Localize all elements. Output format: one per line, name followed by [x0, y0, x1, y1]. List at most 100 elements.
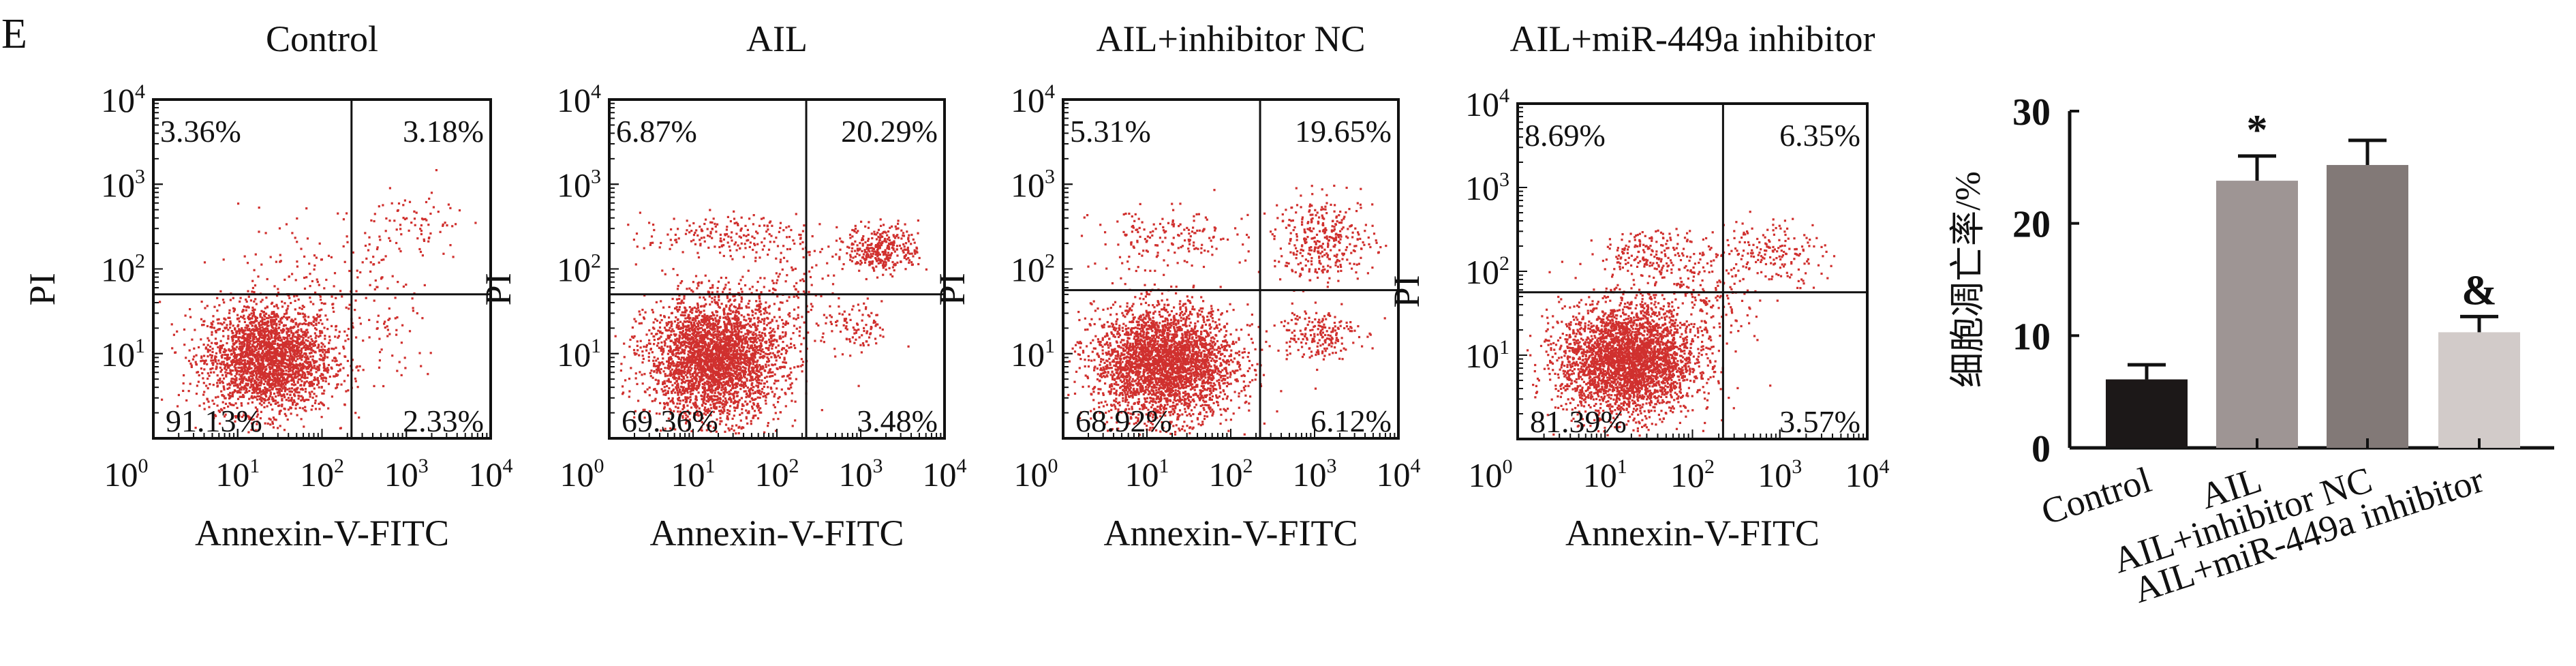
- data-point: [324, 351, 327, 354]
- data-point: [260, 359, 262, 361]
- data-point: [224, 402, 228, 405]
- data-point: [246, 391, 249, 393]
- data-point: [303, 381, 306, 384]
- data-point: [282, 354, 285, 357]
- data-point: [264, 422, 266, 425]
- data-point: [203, 360, 206, 363]
- data-point: [297, 349, 300, 352]
- data-point: [354, 377, 356, 380]
- data-point: [184, 314, 187, 317]
- data-point: [688, 387, 690, 391]
- data-point: [335, 329, 337, 331]
- data-point: [206, 377, 209, 380]
- data-point: [288, 350, 291, 352]
- data-point: [701, 382, 704, 385]
- data-point: [314, 378, 317, 381]
- data-point: [773, 406, 776, 408]
- data-point: [187, 390, 190, 393]
- data-point: [323, 327, 326, 329]
- data-point: [258, 369, 261, 372]
- data-point: [273, 348, 276, 350]
- data-point: [236, 317, 239, 320]
- data-point: [253, 370, 256, 373]
- data-point: [278, 391, 281, 393]
- data-point: [275, 322, 278, 325]
- data-point: [686, 359, 688, 361]
- data-point: [255, 348, 258, 351]
- data-point: [402, 285, 405, 288]
- data-point: [335, 324, 338, 327]
- data-point: [261, 322, 264, 324]
- data-point: [380, 258, 383, 261]
- data-point: [309, 393, 311, 395]
- data-point: [288, 345, 290, 348]
- data-point: [765, 365, 767, 368]
- data-point: [292, 320, 294, 322]
- data-point: [275, 419, 277, 421]
- data-point: [285, 346, 288, 348]
- data-point: [346, 359, 349, 363]
- data-point: [277, 288, 279, 290]
- data-point: [232, 310, 235, 313]
- data-point: [307, 367, 309, 370]
- data-point: [238, 332, 241, 335]
- data-point: [249, 357, 251, 360]
- data-point: [189, 308, 191, 311]
- data-point: [735, 376, 738, 379]
- data-point: [710, 407, 713, 410]
- data-point: [237, 353, 240, 356]
- data-point: [275, 381, 277, 384]
- data-point: [279, 367, 282, 370]
- data-point: [760, 303, 763, 305]
- data-point: [221, 361, 224, 363]
- data-point: [317, 369, 320, 372]
- data-point: [250, 383, 253, 386]
- data-point: [283, 362, 286, 365]
- data-point: [218, 328, 221, 331]
- data-point: [674, 391, 677, 394]
- data-point: [751, 366, 754, 369]
- data-point: [749, 340, 752, 343]
- data-point: [701, 421, 703, 423]
- data-point: [690, 367, 693, 369]
- data-point: [307, 371, 310, 374]
- data-point: [230, 360, 232, 363]
- data-point: [204, 361, 206, 364]
- data-point: [185, 357, 187, 359]
- data-point: [278, 367, 281, 369]
- data-point: [198, 374, 200, 377]
- data-point: [278, 387, 281, 391]
- data-point: [402, 217, 405, 220]
- data-point: [237, 324, 240, 327]
- data-point: [380, 348, 383, 351]
- data-point: [271, 365, 274, 368]
- data-point: [702, 423, 705, 425]
- data-point: [269, 391, 272, 394]
- data-point: [714, 387, 717, 390]
- data-point: [279, 352, 281, 355]
- data-point: [709, 338, 711, 341]
- data-point: [254, 316, 256, 318]
- data-point: [306, 371, 309, 374]
- data-point: [717, 391, 720, 394]
- data-point: [790, 386, 793, 389]
- data-point: [622, 391, 625, 394]
- data-point: [709, 322, 712, 325]
- data-point: [389, 239, 392, 242]
- data-point: [362, 369, 365, 372]
- data-point: [266, 324, 269, 328]
- data-point: [298, 362, 302, 365]
- data-point: [231, 362, 234, 365]
- data-point: [253, 362, 256, 365]
- data-point: [251, 377, 254, 380]
- data-point: [302, 333, 305, 336]
- data-point: [723, 367, 726, 369]
- data-point: [707, 408, 710, 410]
- data-point: [435, 169, 438, 172]
- data-point: [287, 354, 290, 357]
- data-point: [307, 361, 310, 363]
- data-point: [767, 422, 769, 425]
- data-point: [301, 322, 304, 325]
- data-point: [751, 369, 754, 372]
- data-point: [432, 206, 435, 209]
